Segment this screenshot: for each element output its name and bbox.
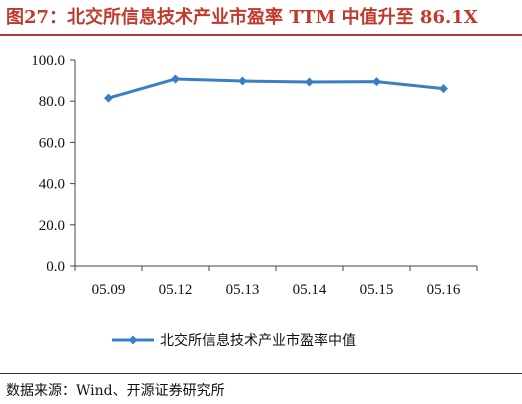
x-tick-label: 05.12 (159, 282, 193, 298)
title-divider (0, 34, 522, 36)
y-tick-label: 80.0 (39, 94, 65, 110)
chart-title: 图27：北交所信息技术产业市盈率 TTM 中值升至 86.1X (6, 7, 478, 28)
x-axis-ticks: 05.09 05.12 05.13 05.14 05.15 05.16 (74, 266, 478, 298)
legend-label: 北交所信息技术产业市盈率中值 (160, 332, 356, 349)
y-tick-label: 60.0 (39, 135, 65, 151)
data-point (104, 93, 113, 103)
x-tick-label: 05.14 (293, 282, 327, 298)
data-point (305, 77, 314, 87)
y-tick-label: 40.0 (39, 177, 65, 193)
y-tick-label: 0.0 (46, 259, 65, 275)
x-tick-label: 05.15 (360, 282, 394, 298)
data-point (171, 74, 180, 84)
series-line (108, 77, 444, 100)
line-chart: 0.0 20.0 40.0 60.0 80.0 100.0 05.09 05.12 05.13… (31, 53, 478, 349)
data-point (238, 76, 247, 86)
x-tick-label: 05.09 (92, 282, 126, 298)
series-layer (104, 74, 448, 103)
legend-marker (128, 335, 138, 345)
y-axis-ticks: 0.0 20.0 40.0 60.0 80.0 100.0 (31, 53, 75, 275)
x-tick-label: 05.13 (226, 282, 260, 298)
legend: 北交所信息技术产业市盈率中值 (112, 332, 356, 349)
source-note: 数据来源：Wind、开源证券研究所 (6, 383, 225, 399)
x-tick-label: 05.16 (427, 282, 461, 298)
data-point (439, 84, 448, 94)
y-tick-label: 20.0 (39, 218, 65, 234)
footer-divider (0, 373, 522, 374)
data-point (372, 77, 381, 87)
y-tick-label: 100.0 (31, 53, 65, 69)
